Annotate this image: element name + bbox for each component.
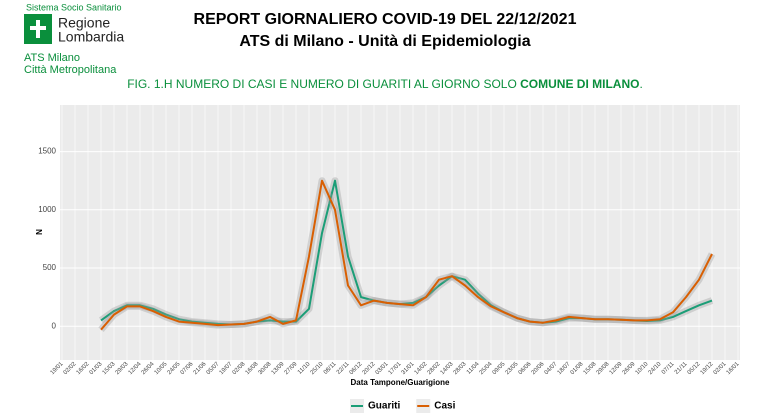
legend-label: Casi: [434, 401, 455, 412]
series-line: [100, 179, 713, 331]
region: Lombardia: [58, 29, 124, 45]
x-tick-label: 06/06: [518, 361, 533, 376]
x-tick-label: 17/01: [388, 361, 403, 376]
x-tick-label: 16/02: [76, 361, 91, 376]
caption: FIG. 1.H NUMERO DI CASI E NUMERO DI GUAR…: [127, 77, 643, 91]
x-tick-label: 07/11: [661, 361, 676, 376]
x-tick-label: 03/01: [375, 361, 390, 376]
y-tick-label: 500: [43, 263, 57, 272]
x-tick-label: 09/05: [492, 361, 507, 376]
x-tick-label: 21/11: [674, 361, 689, 376]
caption-end: .: [639, 77, 642, 91]
x-tick-label: 12/09: [609, 361, 624, 376]
x-tick-label: 29/03: [115, 361, 130, 376]
x-tick-label: 30/08: [258, 361, 273, 376]
x-tick-label: 26/09: [622, 361, 637, 376]
x-tick-label: 24/10: [648, 361, 663, 376]
x-tick-label: 13/09: [271, 361, 286, 376]
x-tick-label: 11/04: [466, 361, 481, 376]
x-tick-label: 16/08: [245, 361, 260, 376]
x-tick-label: 24/05: [167, 361, 182, 376]
legend-label: Guariti: [368, 401, 400, 412]
title: ATS di Milano - Unità di Epidemiologia: [239, 33, 530, 50]
x-tick-label: 05/12: [687, 361, 702, 376]
x-tick-label: 10/10: [635, 361, 650, 376]
x-tick-label: 28/02: [427, 361, 442, 376]
x-tick-label: 04/07: [544, 361, 559, 376]
x-tick-label: 14/03: [440, 361, 455, 376]
caption-bold: COMUNE DI MILANO: [520, 77, 639, 91]
x-tick-label: 27/09: [284, 361, 299, 376]
x-tick-label: 28/03: [453, 361, 468, 376]
x-tick-label: 21/06: [193, 361, 208, 376]
x-tick-label: 11/10: [297, 361, 312, 376]
x-tick-label: 06/12: [349, 361, 364, 376]
x-tick-label: 08/11: [323, 361, 338, 376]
x-tick-label: 05/07: [206, 361, 221, 376]
y-tick-label: 1500: [38, 147, 56, 156]
caption-text: FIG. 1.H NUMERO DI CASI E NUMERO DI GUAR…: [127, 77, 520, 91]
x-tick-label: 19/12: [700, 361, 715, 376]
region: Regione: [58, 15, 110, 31]
x-tick-label: 01/03: [89, 361, 104, 376]
ats: ATS Milano: [24, 52, 80, 64]
x-tick-label: 02/01: [713, 361, 728, 376]
x-tick-label: 15/08: [583, 361, 598, 376]
x-tick-label: 31/01: [401, 361, 416, 376]
x-tick-label: 26/04: [141, 361, 156, 376]
x-tick-label: 18/07: [557, 361, 572, 376]
x-tick-label: 10/05: [154, 361, 169, 376]
x-tick-label: 02/02: [63, 361, 78, 376]
x-tick-label: 02/08: [232, 361, 247, 376]
x-tick-label: 20/12: [362, 361, 377, 376]
logo-cross: [30, 20, 46, 38]
title: REPORT GIORNALIERO COVID-19 DEL 22/12/20…: [194, 11, 577, 28]
x-tick-label: 19/07: [219, 361, 234, 376]
system: Sistema Socio Sanitario: [26, 2, 122, 12]
x-tick-label: 23/05: [505, 361, 520, 376]
x-tick-label: 14/02: [414, 361, 429, 376]
x-tick-label: 29/08: [596, 361, 611, 376]
x-tick-label: 15/03: [102, 361, 117, 376]
x-tick-label: 01/08: [570, 361, 585, 376]
y-tick-label: 0: [52, 321, 57, 330]
x-tick-label: 16/01: [726, 361, 741, 376]
x-tick-label: 07/06: [180, 361, 195, 376]
x-tick-label: 19/01: [50, 361, 65, 376]
x-tick-label: 20/06: [531, 361, 546, 376]
x-axis-label: Data Tampone/Guarigione: [351, 378, 451, 387]
y-axis-label: N: [35, 229, 44, 235]
y-tick-label: 1000: [38, 205, 56, 214]
x-tick-label: 25/10: [310, 361, 325, 376]
x-tick-label: 12/04: [128, 361, 143, 376]
x-tick-label: 25/04: [479, 361, 494, 376]
ats: Città Metropolitana: [24, 64, 117, 76]
x-tick-label: 22/11: [336, 361, 351, 376]
